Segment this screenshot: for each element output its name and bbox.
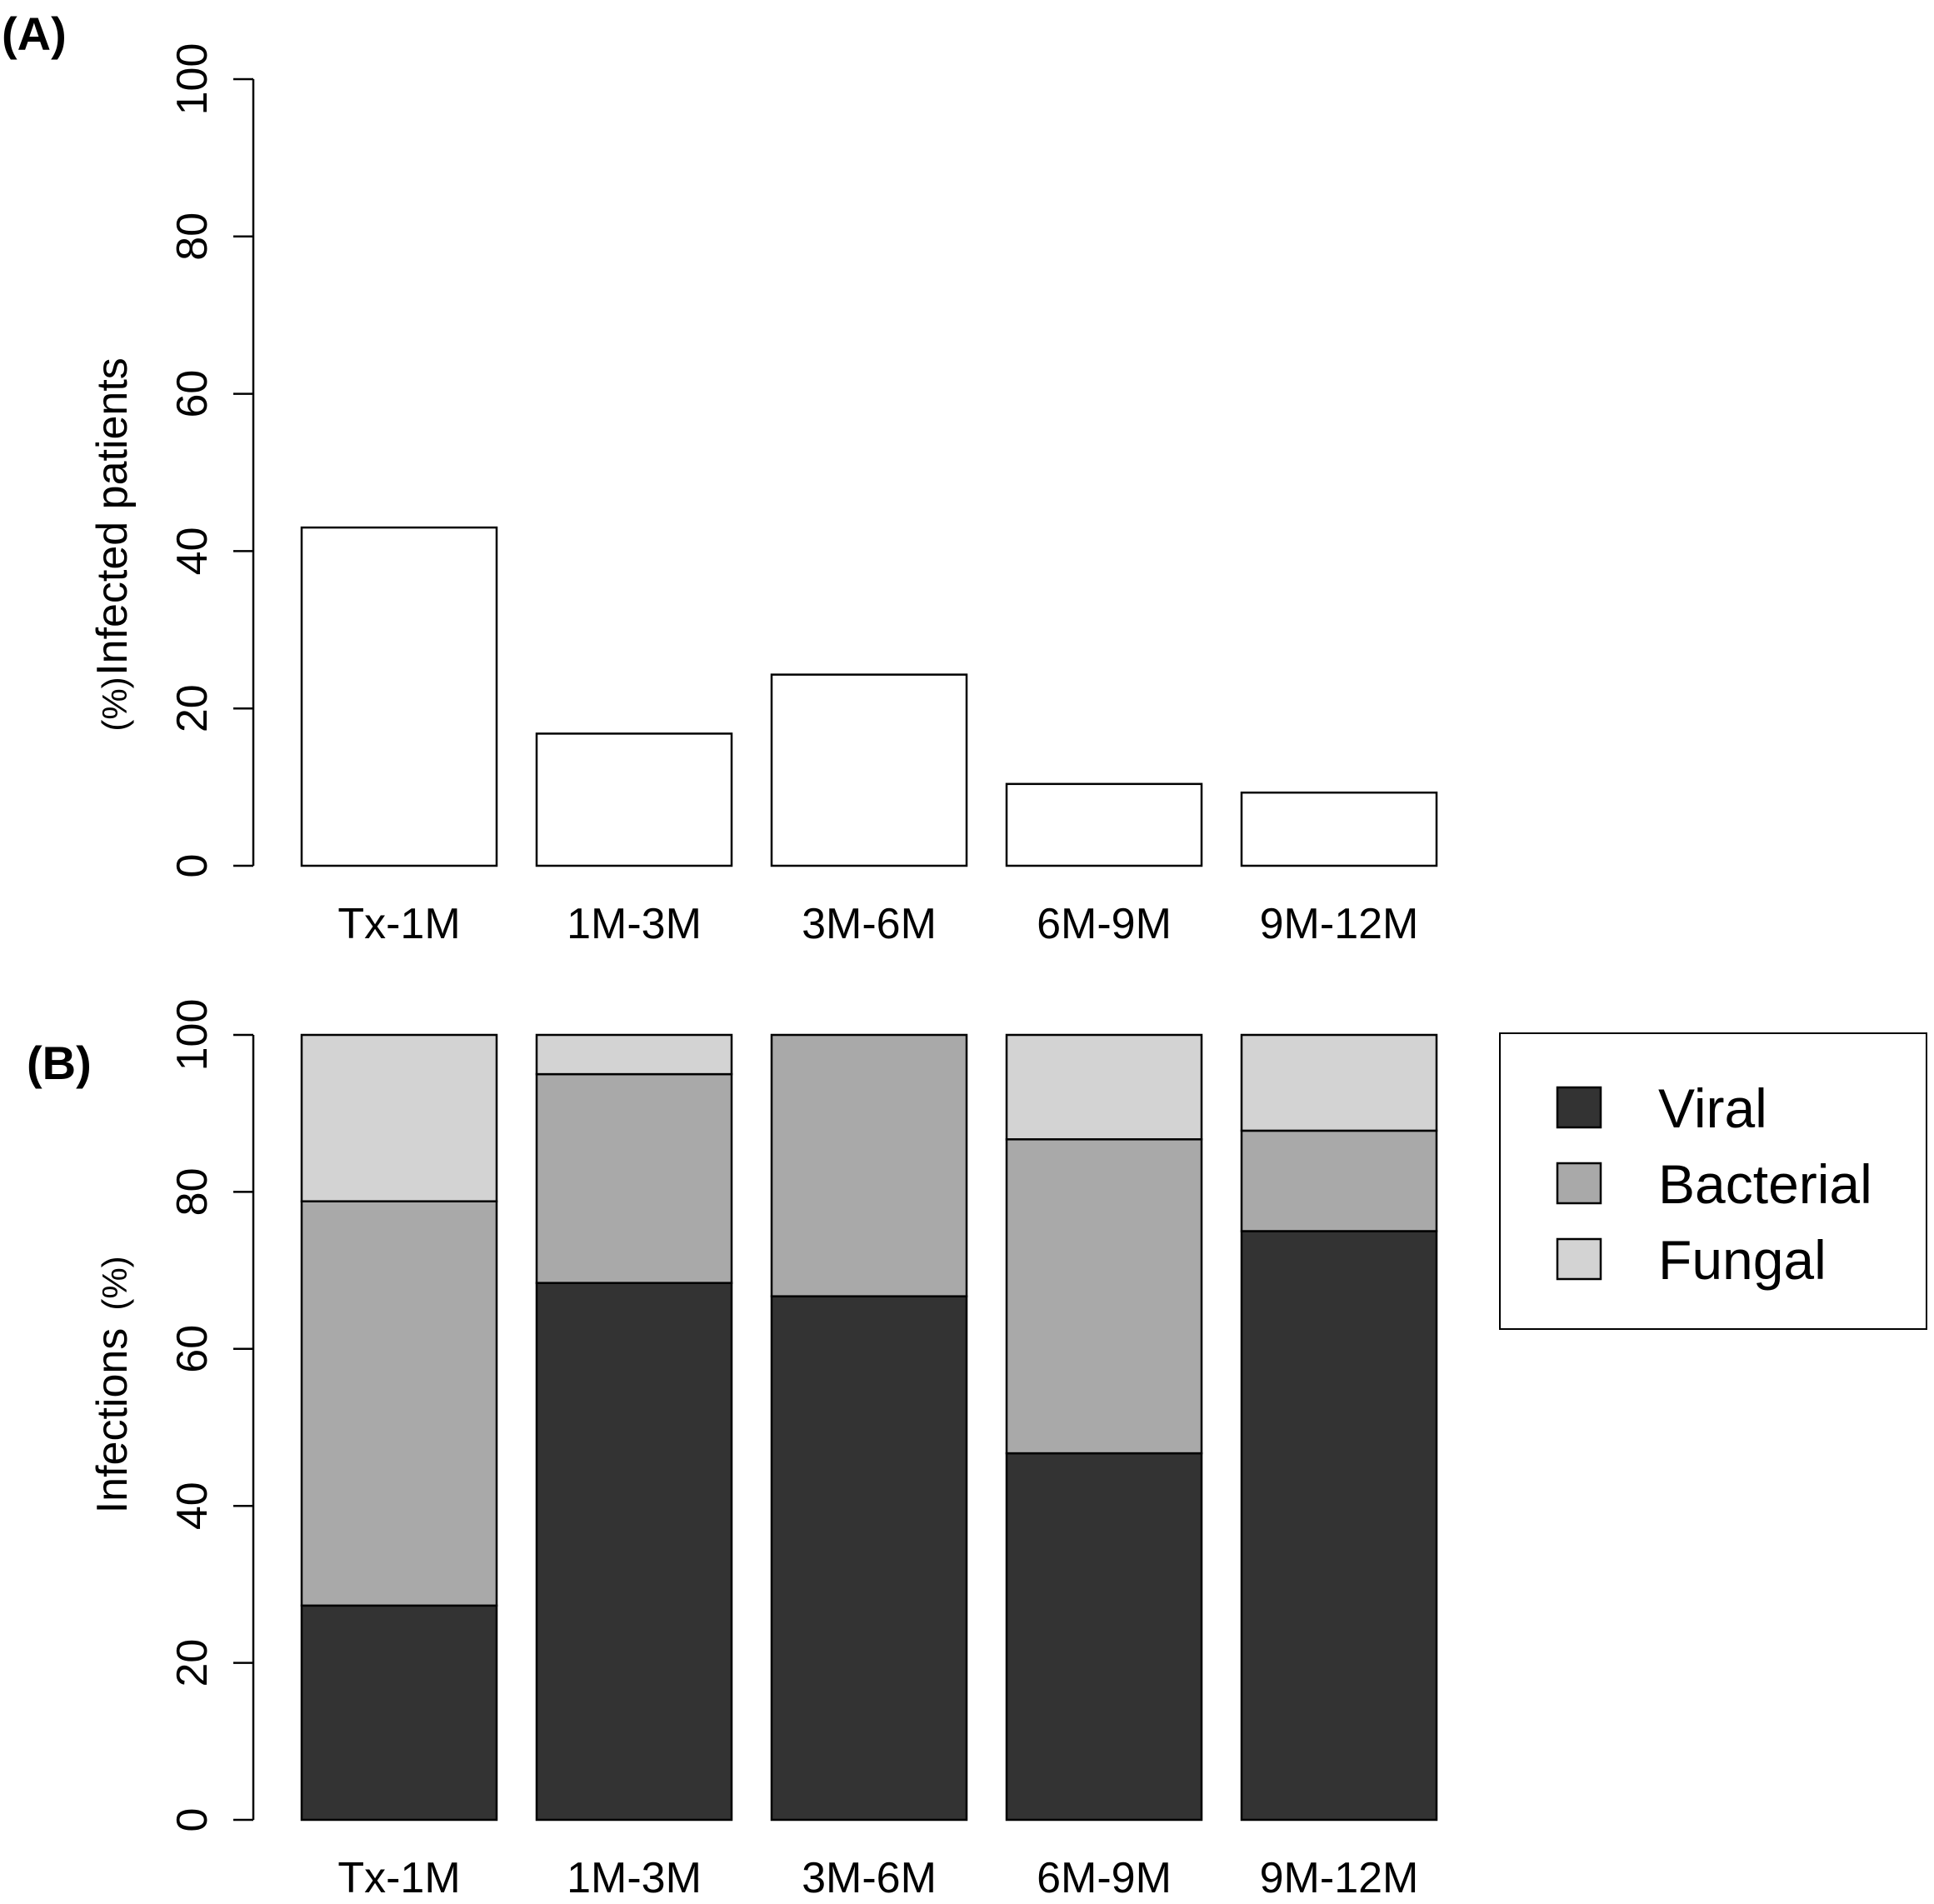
panel-b-y-tick-label: 20 <box>168 1639 217 1687</box>
panel-b-bar-6M-9M-bacterial <box>1005 1138 1203 1455</box>
panel-b-x-tick-label: 1M-3M <box>567 1854 702 1902</box>
panel-b-y-axis-unit: (%) <box>95 1256 134 1310</box>
panel-a-y-tick-label: 0 <box>168 854 217 878</box>
panel-a-y-axis-unit: (%) <box>95 677 134 731</box>
legend-label-bacterial: Bacterial <box>1658 1153 1872 1215</box>
legend-swatch-bacterial <box>1556 1162 1602 1205</box>
panel-b-x-tick-label: 3M-6M <box>802 1854 937 1902</box>
panel-b-y-axis: 0 20 40 60 80 100 <box>168 999 255 1832</box>
legend-label-fungal: Fungal <box>1658 1229 1827 1291</box>
panel-b-bar-1M-3M-fungal <box>535 1033 733 1076</box>
panel-a-label: (A) <box>2 7 67 60</box>
legend-label-viral: Viral <box>1658 1077 1767 1139</box>
panel-b-bar-Tx-1M-viral <box>300 1604 498 1822</box>
panel-a-bar-9M-12M <box>1240 791 1438 867</box>
panel-b-legend: Viral Bacterial Fungal <box>1499 1032 1927 1330</box>
panel-b-bar-Tx-1M-bacterial <box>300 1200 498 1607</box>
panel-b-bar-3M-6M-viral <box>770 1295 968 1822</box>
panel-b-y-tick-label: 40 <box>168 1482 217 1530</box>
panel-a-x-tick-label: Tx-1M <box>337 900 460 948</box>
panel-a-y-tick-label: 20 <box>168 684 217 732</box>
panel-b-bars <box>300 1033 1438 1822</box>
panel-a-x-tick-label: 6M-9M <box>1037 900 1172 948</box>
panel-b-bar-1M-3M-bacterial <box>535 1072 733 1284</box>
panel-b-x-tick-label: Tx-1M <box>337 1854 460 1902</box>
panel-a-y-tick-label: 80 <box>168 212 217 261</box>
panel-b-y-tick-label: 80 <box>168 1167 217 1216</box>
panel-b-x-tick-label: 9M-12M <box>1260 1854 1419 1902</box>
panel-b-y-tick-label: 60 <box>168 1325 217 1373</box>
panel-b-y-tick-label: 100 <box>168 999 217 1072</box>
panel-a-y-axis: 0 20 40 60 80 100 <box>168 43 255 878</box>
panel-a-x-tick-label: 3M-6M <box>802 900 937 948</box>
panel-b-stacked-bar-chart: (B) 0 20 40 60 80 100 Tx-1M 1M-3M 3M-6M 6M-9M 9M-… <box>27 999 1927 1902</box>
panel-b-y-axis-title: Infections <box>88 1328 137 1514</box>
panel-a-bars <box>300 526 1438 867</box>
panel-a-y-tick-label: 60 <box>168 370 217 418</box>
panel-a-bar-chart: (A) 0 20 40 60 80 100 Tx-1M 1M-3M 3M-6M 6M-9M 9M-… <box>2 7 1438 948</box>
panel-b-bar-1M-3M-viral <box>535 1282 733 1822</box>
panel-b-bar-9M-12M-viral <box>1240 1230 1438 1822</box>
panel-a-y-tick-label: 40 <box>168 527 217 575</box>
panel-a-bar-6M-9M <box>1005 782 1203 867</box>
panel-a-bar-Tx-1M <box>300 526 498 867</box>
panel-b-bar-9M-12M-bacterial <box>1240 1129 1438 1232</box>
panel-b-x-tick-labels: Tx-1M 1M-3M 3M-6M 6M-9M 9M-12M <box>337 1854 1418 1902</box>
panel-b-x-tick-label: 6M-9M <box>1037 1854 1172 1902</box>
panel-a-bar-1M-3M <box>535 732 733 867</box>
panel-a-y-tick-label: 100 <box>168 43 217 116</box>
panel-a-x-tick-label: 1M-3M <box>567 900 702 948</box>
panel-b-y-tick-label: 0 <box>168 1808 217 1832</box>
panel-a-x-tick-labels: Tx-1M 1M-3M 3M-6M 6M-9M 9M-12M <box>337 900 1418 948</box>
panel-b-label: (B) <box>27 1037 92 1089</box>
panel-b-bar-Tx-1M-fungal <box>300 1033 498 1202</box>
panel-b-bar-3M-6M-bacterial <box>770 1033 968 1297</box>
panel-a-bar-3M-6M <box>770 673 968 867</box>
panel-a-y-axis-title: Infected patients <box>88 357 137 676</box>
panel-b-bar-6M-9M-viral <box>1005 1452 1203 1822</box>
legend-swatch-viral <box>1556 1086 1602 1129</box>
panel-b-bar-9M-12M-fungal <box>1240 1033 1438 1132</box>
panel-a-x-tick-label: 9M-12M <box>1260 900 1419 948</box>
legend-swatch-fungal <box>1556 1237 1602 1281</box>
panel-b-bar-6M-9M-fungal <box>1005 1033 1203 1141</box>
